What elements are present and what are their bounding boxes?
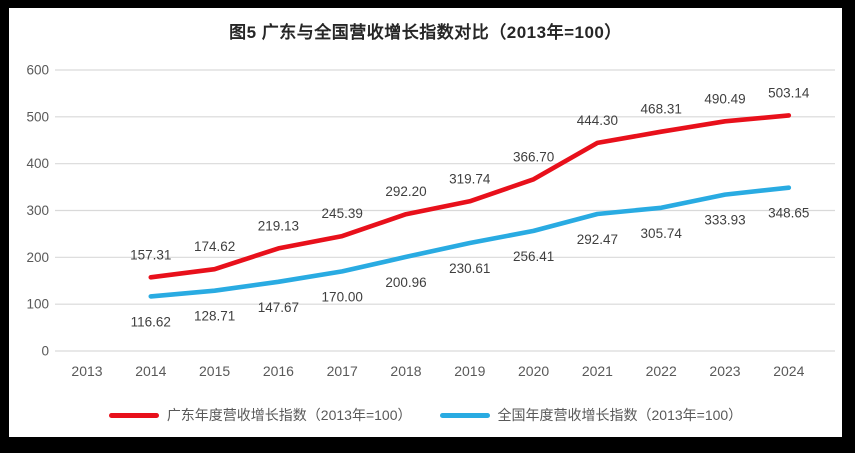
y-axis-tick-label: 500 <box>26 109 49 124</box>
chart-legend: 广东年度营收增长指数（2013年=100） 全国年度营收增长指数（2013年=1… <box>9 402 842 428</box>
x-axis-tick-label: 2017 <box>327 363 358 379</box>
chart-title: 图5 广东与全国营收增长指数对比（2013年=100） <box>229 23 622 42</box>
data-label: 444.30 <box>577 113 618 128</box>
series-line-1 <box>148 185 792 299</box>
data-label: 116.62 <box>131 314 171 329</box>
legend-label-national: 全国年度营收增长指数（2013年=100） <box>497 407 743 423</box>
y-axis-tick-label: 200 <box>26 250 49 265</box>
legend-swatch-national <box>439 412 490 418</box>
data-label: 200.96 <box>385 275 426 290</box>
data-label: 170.00 <box>322 289 363 304</box>
data-label: 219.13 <box>258 218 299 233</box>
data-label: 256.41 <box>513 249 554 264</box>
x-axis-tick-label: 2016 <box>263 363 294 379</box>
data-label: 230.61 <box>449 261 490 276</box>
data-label: 174.62 <box>194 239 235 254</box>
y-axis-tick-label: 400 <box>26 156 49 171</box>
data-label: 157.31 <box>130 247 171 262</box>
x-axis-tick-label: 2014 <box>135 363 166 379</box>
legend-item-guangdong: 广东年度营收增长指数（2013年=100） <box>108 405 412 425</box>
chart-canvas: 0 100 200 300 400 500 600 2013 2014 2015 2016 2017 2… <box>26 63 835 379</box>
x-axis-tick-label: 2023 <box>709 363 740 379</box>
y-axis-tick-label: 100 <box>26 297 49 312</box>
data-label: 245.39 <box>322 206 363 221</box>
data-label: 503.14 <box>768 85 810 100</box>
x-axis-tick-label: 2013 <box>71 363 102 379</box>
data-label: 319.74 <box>449 171 491 186</box>
data-label: 292.20 <box>385 184 426 199</box>
data-label: 147.67 <box>258 300 299 315</box>
x-axis-tick-label: 2021 <box>582 363 613 379</box>
series-line-0 <box>148 113 792 280</box>
x-axis-tick-label: 2024 <box>773 363 804 379</box>
data-label: 490.49 <box>704 91 745 106</box>
data-label: 128.71 <box>194 309 235 324</box>
legend-label-guangdong: 广东年度营收增长指数（2013年=100） <box>166 407 412 423</box>
data-label: 366.70 <box>513 149 554 164</box>
legend-swatch-guangdong <box>108 412 159 418</box>
data-label: 333.93 <box>704 213 745 228</box>
x-axis-tick-label: 2022 <box>646 363 677 379</box>
data-label: 305.74 <box>641 226 683 241</box>
y-axis-tick-label: 600 <box>26 63 49 78</box>
y-axis-tick-label: 300 <box>26 203 49 218</box>
x-axis-tick-label: 2019 <box>454 363 485 379</box>
x-axis-tick-label: 2015 <box>199 363 230 379</box>
data-label: 348.65 <box>768 206 809 221</box>
x-axis-tick-label: 2020 <box>518 363 549 379</box>
legend-item-national: 全国年度营收增长指数（2013年=100） <box>439 405 743 425</box>
y-axis-tick-label: 0 <box>41 344 49 359</box>
x-axis-tick-label: 2018 <box>390 363 421 379</box>
data-label: 468.31 <box>641 102 682 117</box>
data-label: 292.47 <box>577 232 618 247</box>
chart-panel: 图5 广东与全国营收增长指数对比（2013年=100） 0 100 200 300 40… <box>9 8 842 437</box>
